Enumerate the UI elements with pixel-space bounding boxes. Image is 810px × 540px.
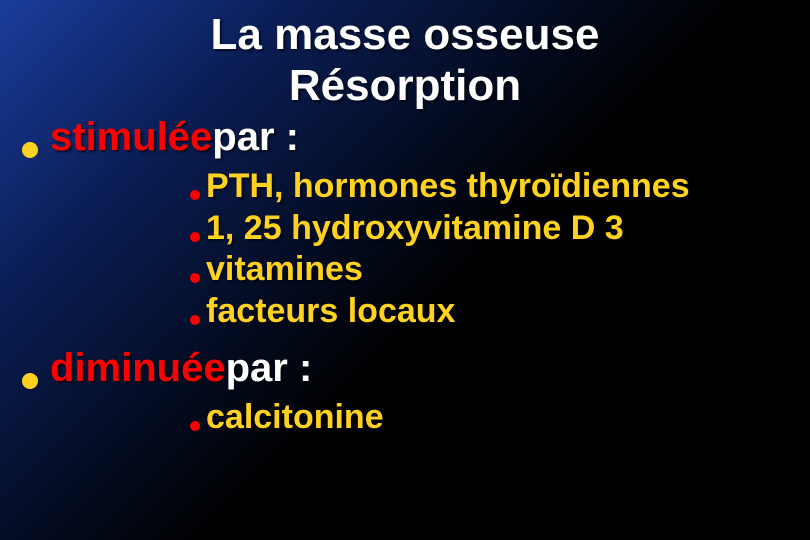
list-item-label: 1, 25 hydroxyvitamine D 3: [206, 208, 624, 249]
slide: La masse osseuse Résorption stimulée par…: [0, 0, 810, 540]
list-item: 1, 25 hydroxyvitamine D 3: [190, 208, 810, 249]
dot-icon: [190, 421, 200, 431]
section-label-highlight: diminuée: [50, 346, 226, 391]
title-line-2: Résorption: [0, 61, 810, 112]
section-header: stimulée par :: [22, 115, 810, 160]
sub-list: PTH, hormones thyroïdiennes1, 25 hydroxy…: [190, 166, 810, 332]
list-item: calcitonine: [190, 397, 810, 438]
list-item: PTH, hormones thyroïdiennes: [190, 166, 810, 207]
section-label-rest: par :: [226, 346, 313, 391]
list-item-label: vitamines: [206, 249, 363, 290]
list-item-label: calcitonine: [206, 397, 384, 438]
section-label-highlight: stimulée: [50, 115, 212, 160]
list-item: vitamines: [190, 249, 810, 290]
section-header: diminuée par :: [22, 346, 810, 391]
dot-icon: [190, 190, 200, 200]
sections-container: stimulée par : PTH, hormones thyroïdienne…: [0, 115, 810, 438]
sub-list: calcitonine: [190, 397, 810, 438]
dot-icon: [190, 273, 200, 283]
dot-icon: [190, 232, 200, 242]
list-item-label: PTH, hormones thyroïdiennes: [206, 166, 690, 207]
title-line-1: La masse osseuse: [0, 0, 810, 61]
section-label-rest: par :: [212, 115, 299, 160]
bullet-icon: [22, 142, 38, 158]
bullet-icon: [22, 373, 38, 389]
dot-icon: [190, 315, 200, 325]
list-item: facteurs locaux: [190, 291, 810, 332]
list-item-label: facteurs locaux: [206, 291, 455, 332]
